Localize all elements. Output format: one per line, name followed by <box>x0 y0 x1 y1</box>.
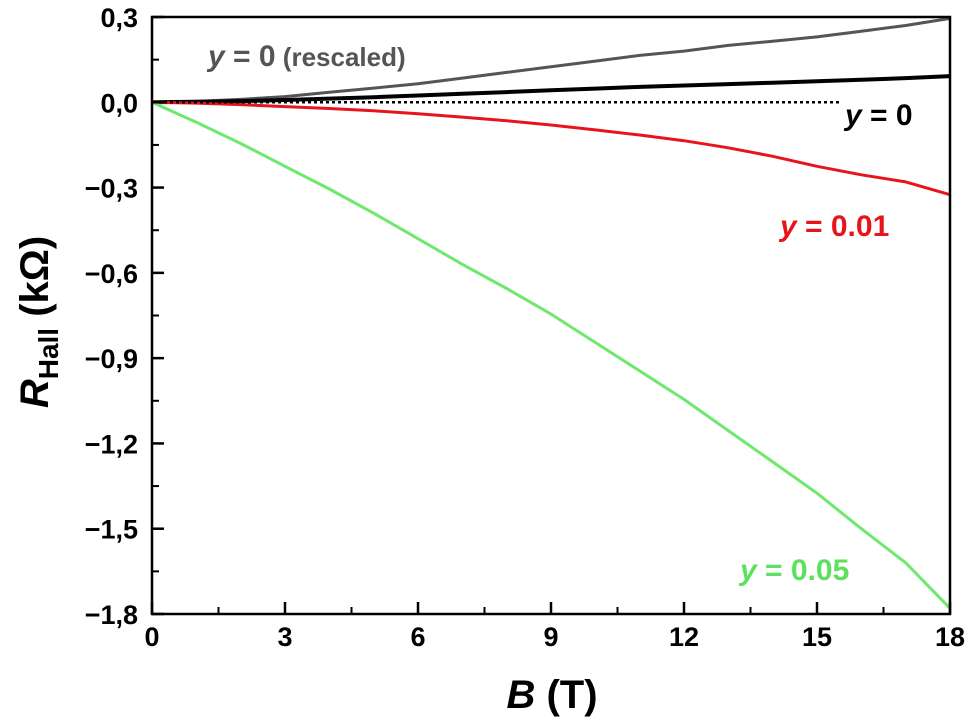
x-tick-label: 9 <box>543 622 558 652</box>
x-tick-label: 3 <box>277 622 292 652</box>
y-tick-label: −0,6 <box>85 259 138 289</box>
y-axis-label: RHall (kΩ) <box>13 236 64 408</box>
series-line-y005 <box>151 100 952 610</box>
series-line-y0 <box>151 74 951 105</box>
label-y001: y = 0.01 <box>778 210 889 243</box>
series-line-y001 <box>151 100 951 197</box>
y-tick-label: −0,9 <box>85 344 138 374</box>
label-y005: y = 0.05 <box>738 554 849 587</box>
x-tick-label: 6 <box>410 622 425 652</box>
y-tick-label: −1,2 <box>85 429 138 459</box>
x-tick-label: 12 <box>669 622 699 652</box>
x-tick-label: 18 <box>935 622 965 652</box>
y-tick-label: −1,5 <box>85 515 138 545</box>
x-axis-label: B (T) <box>506 673 597 717</box>
series-curves <box>151 16 952 610</box>
series-line-y0-rescaled <box>151 16 951 104</box>
x-tick-label: 15 <box>802 622 832 652</box>
y-axis-ticks: 0,3 0,0 −0,3 −0,6 −0,9 −1,2 −1,5 −1,8 <box>85 3 164 630</box>
label-y0: y = 0 <box>843 99 913 132</box>
label-y0-rescaled: y = 0 (rescaled) <box>206 40 406 73</box>
y-tick-label: 0,0 <box>100 88 138 118</box>
x-tick-label: 0 <box>144 622 159 652</box>
y-tick-label: 0,3 <box>100 3 138 33</box>
x-axis-ticks: 0 3 6 9 12 15 18 <box>144 602 965 652</box>
y-tick-label: −1,8 <box>85 600 138 630</box>
y-tick-label: −0,3 <box>85 174 138 204</box>
